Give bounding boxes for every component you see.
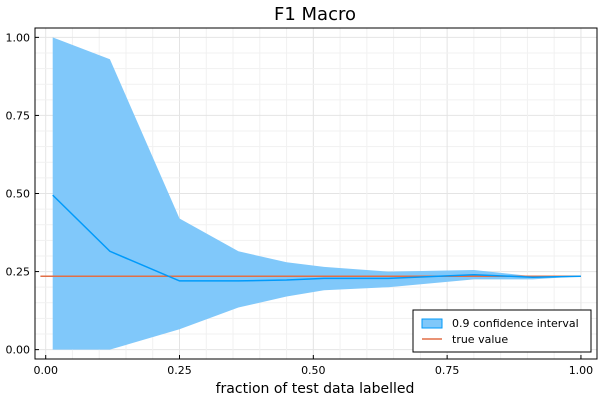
axis-ticks: 0.00 0.25 0.50 0.75 1.00 0.00 0.25 0.50 0.75 1.00 bbox=[6, 31, 594, 377]
legend: 0.9 confidence interval true value bbox=[412, 309, 592, 353]
x-tick-label: 0.75 bbox=[435, 364, 460, 377]
legend-swatch-confidence bbox=[421, 318, 443, 329]
y-tick-label: 0.75 bbox=[6, 109, 31, 122]
x-tick-label: 1.00 bbox=[569, 364, 594, 377]
legend-box bbox=[412, 309, 592, 353]
confidence-band-layer bbox=[52, 37, 581, 350]
x-tick-label: 0.00 bbox=[33, 364, 58, 377]
x-axis-label: fraction of test data labelled bbox=[216, 381, 415, 397]
confidence-band bbox=[52, 37, 581, 350]
chart-title: F1 Macro bbox=[274, 4, 356, 25]
legend-label-confidence: 0.9 confidence interval bbox=[452, 317, 579, 330]
x-tick-label: 0.50 bbox=[301, 364, 326, 377]
y-tick-label: 0.25 bbox=[6, 266, 31, 279]
y-tick-label: 0.50 bbox=[6, 188, 31, 201]
estimate-line bbox=[52, 194, 581, 282]
y-tick-label: 1.00 bbox=[6, 31, 31, 44]
legend-label-true-value: true value bbox=[452, 333, 508, 346]
y-tick-label: 0.00 bbox=[6, 344, 31, 357]
x-tick-label: 0.25 bbox=[167, 364, 192, 377]
line-layer bbox=[40, 194, 581, 282]
